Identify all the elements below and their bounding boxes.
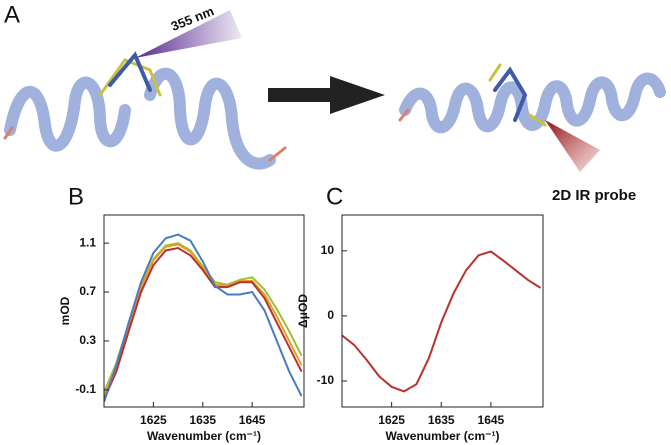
y-tick-label: 0.3 [79, 333, 96, 347]
panel-label: A [4, 1, 20, 28]
helix-left [3, 51, 287, 170]
x-axis-label: Wavenumber (cm⁻¹) [386, 429, 500, 443]
panel-label: C [326, 183, 343, 210]
x-tick-label: 1635 [189, 413, 216, 427]
plot-frame [341, 214, 544, 408]
x-tick-label: 1625 [140, 413, 167, 427]
x-tick-label: 1645 [239, 413, 266, 427]
x-axis-label: Wavenumber (cm⁻¹) [147, 429, 261, 443]
arrow [268, 76, 385, 114]
x-tick-label: 1625 [378, 413, 405, 427]
y-tick-label: 0.7 [79, 284, 96, 298]
probe-beam [545, 120, 600, 172]
y-tick-label: 10 [321, 243, 335, 257]
data-line [342, 250, 542, 393]
laser-beam [135, 10, 242, 58]
data-line [104, 246, 303, 401]
probe-label: 2D IR probe [552, 187, 636, 204]
data-line [104, 233, 303, 403]
plot-frame [103, 214, 305, 408]
x-tick-label: 1645 [478, 413, 505, 427]
y-tick-label: 1.1 [79, 235, 96, 249]
x-tick-label: 1635 [428, 413, 455, 427]
y-tick-label: -10 [317, 373, 335, 387]
y-tick-label: -0.1 [75, 382, 96, 396]
data-line [104, 243, 303, 397]
y-axis-label: ΔμOD [296, 294, 310, 328]
panel-label: B [68, 183, 84, 210]
y-tick-label: 0 [327, 308, 334, 322]
helix-right [398, 63, 666, 134]
y-axis-label: mOD [58, 296, 72, 325]
